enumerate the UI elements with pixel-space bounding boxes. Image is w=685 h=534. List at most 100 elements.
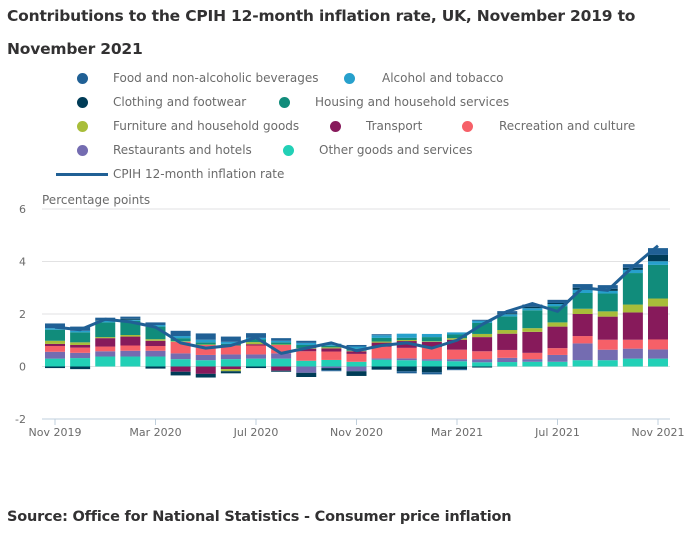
bar-segment	[195, 333, 216, 340]
bar-segment	[195, 342, 216, 345]
bar-segment	[472, 320, 493, 323]
bar-segment	[45, 340, 65, 344]
bar-segment	[220, 366, 241, 370]
bar-segment	[95, 320, 116, 323]
bar-segment	[371, 359, 392, 367]
bar-segment	[45, 351, 65, 359]
bar-segment	[597, 349, 618, 361]
bar-segment	[195, 344, 216, 345]
bar-segment	[622, 269, 643, 274]
bar-segment	[296, 360, 317, 367]
bar-segment	[195, 366, 216, 374]
bar-segment	[246, 366, 266, 369]
bar-segment	[271, 338, 292, 341]
x-tick-label: Nov 2021	[632, 426, 685, 439]
bar-segment	[597, 316, 618, 340]
bar-segment	[447, 349, 467, 360]
bar-segment	[497, 333, 518, 350]
bar-segment	[296, 348, 317, 352]
bar-stack	[447, 332, 467, 371]
bar-segment	[572, 289, 593, 293]
bar-segment	[70, 352, 91, 359]
x-tick-label: Jul 2020	[233, 426, 279, 439]
bar-segment	[120, 318, 141, 320]
bar-segment	[145, 340, 166, 347]
bar-segment	[572, 343, 593, 361]
bar-segment	[522, 308, 543, 311]
legend-label-restaurants: Restaurants and hotels	[113, 143, 252, 157]
bar-stack	[597, 285, 618, 367]
legend-label-furniture: Furniture and household goods	[113, 119, 300, 133]
bar-segment	[522, 306, 543, 309]
bar-segment	[95, 356, 116, 367]
bar-segment	[421, 333, 442, 338]
bar-segment	[195, 354, 216, 361]
bar-segment	[396, 341, 417, 348]
bar-segment	[271, 353, 292, 359]
bar-segment	[472, 351, 493, 360]
bar-segment	[45, 323, 65, 329]
bar-stack	[622, 264, 643, 367]
bar-segment	[195, 344, 216, 355]
bar-segment	[321, 366, 342, 369]
bar-segment	[597, 311, 618, 317]
bar-segment	[45, 343, 65, 347]
legend-label-recreation: Recreation and culture	[499, 119, 636, 133]
bar-segment	[95, 337, 116, 339]
y-tick-label: 6	[19, 203, 26, 216]
bar-segment	[321, 345, 342, 348]
bar-segment	[597, 285, 618, 289]
bar-segment	[120, 356, 141, 367]
bar-segment	[246, 354, 266, 359]
bar-segment	[246, 358, 266, 367]
bar-segment	[246, 333, 266, 338]
y-axis-tick-labels: 6 4 2 0 -2	[15, 203, 26, 426]
bar-segment	[497, 316, 518, 331]
bar-segment	[447, 366, 467, 370]
bar-segment	[648, 306, 668, 340]
x-axis: Nov 2019 Mar 2020 Jul 2020 Nov 2020 Mar 2021…	[29, 419, 685, 439]
bar-segment	[522, 310, 543, 329]
legend-swatch-recreation	[462, 121, 473, 132]
bar-segment	[371, 341, 392, 343]
bar-segment	[195, 373, 216, 378]
bar-segment	[296, 351, 317, 361]
bar-segment	[421, 341, 442, 342]
bar-segment	[220, 345, 241, 355]
bar-segment	[522, 352, 543, 360]
bar-segment	[547, 361, 568, 367]
legend-label-food: Food and non-alcoholic beverages	[113, 71, 319, 85]
bar-stack	[472, 319, 493, 368]
bar-stack	[522, 304, 543, 367]
bar-segment	[70, 342, 91, 345]
bar-segment	[70, 330, 91, 333]
bar-segment	[321, 347, 342, 349]
bar-segment	[145, 346, 166, 351]
chart-title: Contributions to the CPIH 12-month infla…	[7, 0, 677, 66]
bar-segment	[346, 344, 367, 347]
bar-segment	[547, 322, 568, 327]
bar-segment	[421, 366, 442, 373]
bar-segment	[472, 319, 493, 321]
legend-swatch-transport	[330, 121, 341, 132]
bar-stack	[321, 343, 342, 372]
bar-segment	[170, 371, 191, 376]
bar-segment	[271, 358, 292, 367]
bar-segment	[597, 360, 618, 367]
bar-segment	[472, 366, 493, 368]
legend-label-cpih-line: CPIH 12-month inflation rate	[113, 167, 285, 181]
bar-segment	[622, 267, 643, 270]
bar-segment	[70, 332, 91, 343]
y-tick-label: 4	[19, 256, 26, 269]
bar-segment	[622, 304, 643, 313]
bar-segment	[497, 314, 518, 317]
bar-segment	[170, 338, 191, 342]
bar-segment	[522, 328, 543, 332]
bar-segment	[170, 353, 191, 360]
bar-stack	[145, 322, 166, 369]
bar-segment	[70, 358, 91, 367]
bar-segment	[95, 322, 116, 338]
legend-label-clothing: Clothing and footwear	[113, 95, 247, 109]
legend-swatch-clothing	[77, 97, 88, 108]
bar-segment	[497, 357, 518, 363]
